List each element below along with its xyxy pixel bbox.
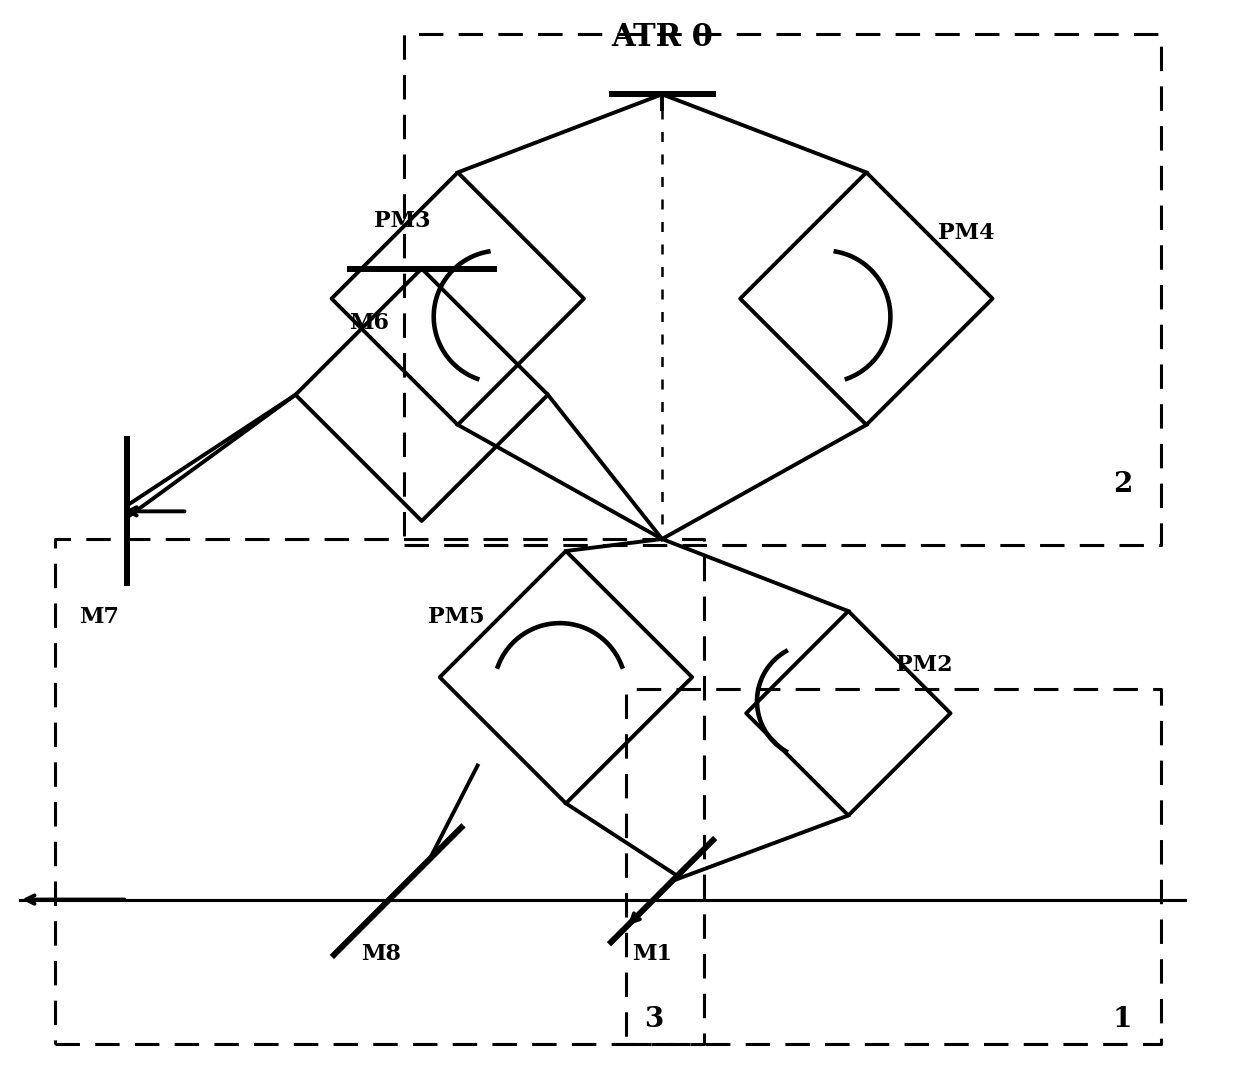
- Text: M1: M1: [632, 943, 672, 965]
- Text: PM3: PM3: [373, 209, 430, 231]
- Text: PM5: PM5: [428, 606, 485, 628]
- Text: ATR 0: ATR 0: [611, 22, 713, 53]
- Text: 2: 2: [1112, 471, 1132, 498]
- Text: 3: 3: [644, 1006, 663, 1033]
- Text: M6: M6: [350, 312, 389, 334]
- Text: PM2: PM2: [897, 654, 954, 676]
- Text: PM4: PM4: [939, 221, 994, 243]
- Text: M7: M7: [79, 606, 119, 628]
- Text: 1: 1: [1112, 1006, 1132, 1033]
- Text: M8: M8: [362, 943, 402, 965]
